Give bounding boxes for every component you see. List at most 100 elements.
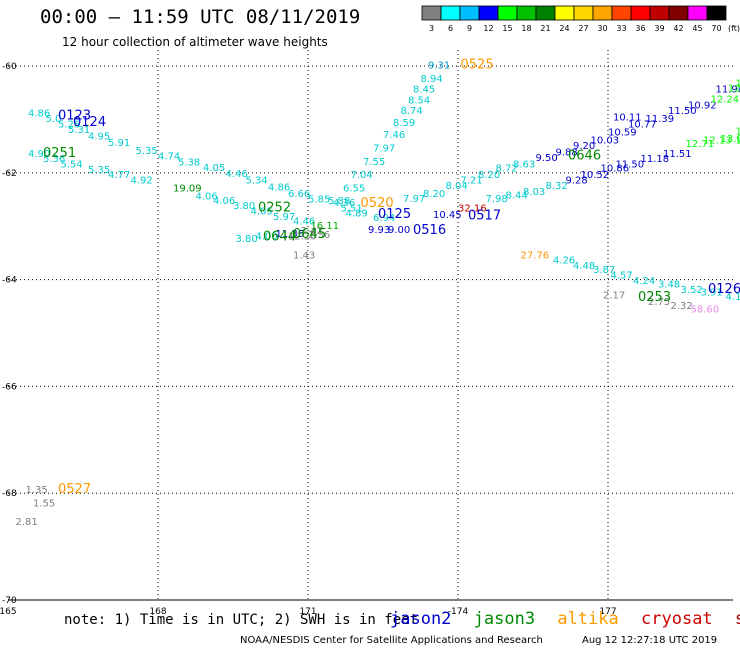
color-legend: 3 6 9 12 15 18 21 24 27 30 33 36 39 42 45 70 (ft) <box>422 6 740 33</box>
swh-value-label: 8.74 <box>401 106 423 117</box>
swh-value-label: 9.31 <box>428 61 450 72</box>
credit-text: NOAA/NESDIS Center for Satellite Applica… <box>240 635 543 646</box>
satellite-cryosat: cryosat <box>641 609 713 629</box>
swh-value-label: 5.85 <box>308 195 330 206</box>
legend-swatch <box>650 6 669 20</box>
swh-value-label: 1.55 <box>33 499 55 510</box>
chart-subtitle: 12 hour collection of altimeter wave hei… <box>62 35 328 49</box>
legend-swatch <box>536 6 555 20</box>
swh-value-label: 5.35 <box>136 146 158 157</box>
swh-value-label: 8.03 <box>523 187 545 198</box>
pass-time-label: 0125 <box>378 207 411 222</box>
pass-time-label: 0252 <box>258 200 291 215</box>
pass-time-label: 0126 <box>708 282 740 297</box>
swh-value-label: 7.46 <box>383 130 405 141</box>
legend-swatch <box>688 6 707 20</box>
legend-swatch <box>460 6 479 20</box>
pass-time-label: 0516 <box>413 223 446 238</box>
swh-value-label: 1.35 <box>26 485 48 496</box>
swh-value-label: 4.46 <box>226 169 248 180</box>
y-tick-label: -66 <box>2 382 17 392</box>
generated-timestamp: Aug 12 12:27:18 UTC 2019 <box>582 635 717 646</box>
swh-value-label: 7.55 <box>363 157 385 168</box>
chart-title: 00:00 – 11:59 UTC 08/11/2019 <box>40 6 360 28</box>
swh-value-label: 4.57 <box>611 271 633 282</box>
swh-value-label: 8.32 <box>546 181 568 192</box>
swh-value-label: 17 <box>736 78 740 89</box>
swh-value-label: 17 <box>736 135 740 146</box>
swh-value-label: 1.43 <box>293 250 315 261</box>
swh-value-label: 4.95 <box>88 132 110 143</box>
swh-value-label: 4.92 <box>131 175 153 186</box>
swh-value-label: 4.06 <box>213 196 235 207</box>
legend-value: 36 <box>635 24 645 33</box>
legend-value: 9 <box>467 24 472 33</box>
pass-time-label: 0645 <box>293 227 326 242</box>
swh-value-label: 4.05 <box>203 163 225 174</box>
y-tick-label: -64 <box>2 276 17 286</box>
legend-value: 24 <box>559 24 569 33</box>
legend-value: 42 <box>673 24 683 33</box>
swh-value-label: 5.38 <box>178 157 200 168</box>
swh-value-label: 7.97 <box>373 143 395 154</box>
pass-time-label: 0646 <box>568 148 601 163</box>
pass-time-label: 0124 <box>73 115 106 130</box>
legend-value: 39 <box>654 24 664 33</box>
legend-swatch <box>574 6 593 20</box>
satellite-jason2: jason2 <box>390 609 451 629</box>
swh-value-label: 9.93 <box>368 225 390 236</box>
swh-value-label: 2.32 <box>671 301 693 312</box>
legend-value: 3 <box>429 24 434 33</box>
legend-swatch <box>612 6 631 20</box>
legend-swatch <box>422 6 441 20</box>
y-tick-label: -60 <box>2 62 17 72</box>
swh-value-label: 9.50 <box>536 153 558 164</box>
swh-value-label: 7.04 <box>351 170 373 181</box>
y-tick-label: -62 <box>2 169 17 179</box>
swh-value-label: 5.34 <box>246 175 268 186</box>
legend-value: 27 <box>578 24 588 33</box>
swh-value-label: 58.60 <box>691 305 720 316</box>
swh-value-label: 8.20 <box>423 189 445 200</box>
swh-value-label: 4.74 <box>158 151 180 162</box>
swh-value-label: 3.48 <box>658 280 680 291</box>
legend-swatch <box>498 6 517 20</box>
swh-value-label: 3.80 <box>236 234 258 245</box>
pass-time-label: 0527 <box>58 482 91 497</box>
swh-value-label: 27.76 <box>521 250 550 261</box>
swh-value-label: 3.52 <box>681 285 703 296</box>
legend-swatch <box>517 6 536 20</box>
y-tick-label: -68 <box>2 489 17 499</box>
legend-value: 30 <box>597 24 607 33</box>
swh-value-label: 8.94 <box>421 74 443 85</box>
satellite-altika: altika <box>557 609 618 629</box>
swh-value-label: 8.63 <box>513 159 535 170</box>
legend-value: 33 <box>616 24 626 33</box>
axis-tick-labels: 165 168 171 -174 177 -60 -62 -64 -66 -68 -70 <box>0 62 617 617</box>
satellite-s3a: s3a <box>735 609 740 629</box>
legend-swatch <box>441 6 460 20</box>
legend-value: 21 <box>540 24 550 33</box>
swh-value-label: 12.24 <box>711 94 740 105</box>
satellite-legend: jason2 jason3 altika cryosat s3a <box>390 609 740 629</box>
legend-value: 12 <box>483 24 493 33</box>
legend-swatch <box>593 6 612 20</box>
legend-value: 70 <box>711 24 721 33</box>
swh-value-label: 6.55 <box>343 184 365 195</box>
swh-value-label: 11.51 <box>663 149 692 160</box>
legend-value: 6 <box>448 24 453 33</box>
legend-swatch <box>631 6 650 20</box>
swh-value-label: 8.59 <box>393 118 415 129</box>
swh-value-label: 10.11 <box>613 112 642 123</box>
swh-value-label: 8.54 <box>408 95 430 106</box>
legend-value: 45 <box>692 24 702 33</box>
swh-value-label: 5.91 <box>108 138 130 149</box>
pass-time-label: 0644 <box>263 230 296 245</box>
swh-value-label: 8.45 <box>413 85 435 96</box>
legend-swatch <box>669 6 688 20</box>
altimeter-chart: 165 168 171 -174 177-60-62-64-66-68-70 3 6 9 12… <box>0 0 740 650</box>
swh-value-label: 4.77 <box>108 170 130 181</box>
legend-swatch <box>555 6 574 20</box>
satellite-jason3: jason3 <box>474 609 535 629</box>
swh-value-label: 2.81 <box>16 517 38 528</box>
